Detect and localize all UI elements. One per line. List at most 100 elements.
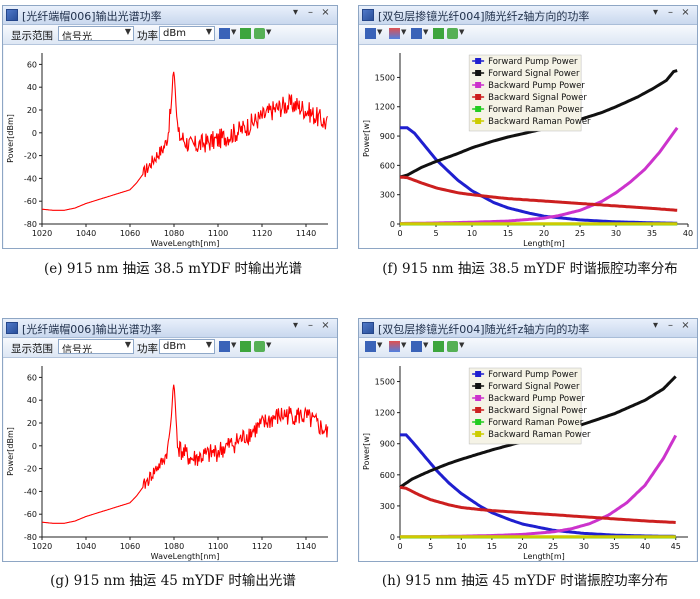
titlebar[interactable]: [双包层掺镱光纤004]随光纤z轴方向的功率 ▾ – × <box>359 6 697 25</box>
chevron-down-icon[interactable]: ▼ <box>377 341 383 349</box>
y-tick-label: 40 <box>27 83 37 92</box>
x-tick-label: 1140 <box>296 229 316 238</box>
chevron-down-icon[interactable]: ▼ <box>423 341 429 349</box>
range-select[interactable]: 信号光 ▼ <box>58 339 134 354</box>
x-axis-label: Length[m] <box>523 552 565 561</box>
y-tick-label: 20 <box>27 419 37 428</box>
titlebar[interactable]: [双包层掺镱光纤004]随光纤z轴方向的功率 ▾ – × <box>359 319 697 338</box>
save-icon[interactable] <box>219 28 230 39</box>
chevron-down-icon[interactable]: ▼ <box>401 341 407 349</box>
y-tick-label: -20 <box>24 152 37 161</box>
chevron-down-icon[interactable]: ▼ <box>459 341 465 349</box>
spectrum-line <box>41 71 329 211</box>
chevron-down-icon[interactable]: ▼ <box>266 341 272 349</box>
chevron-down-icon[interactable]: ▼ <box>401 28 407 36</box>
save-icon[interactable] <box>365 28 376 39</box>
toolbar: 显示范围 信号光 ▼ 功率 dBm ▼ ▼ ▼ <box>3 338 337 358</box>
range-label: 显示范围 <box>11 343 53 355</box>
close-button[interactable]: × <box>681 7 690 18</box>
y-tick-label: 60 <box>27 60 37 69</box>
x-tick-label: 25 <box>575 229 585 238</box>
y-tick-label: 60 <box>27 373 37 382</box>
close-button[interactable]: × <box>321 7 330 18</box>
grid-icon[interactable] <box>240 28 251 39</box>
legend-entry: Backward Raman Power <box>488 430 591 440</box>
export-icon[interactable] <box>254 341 265 352</box>
series-line <box>399 485 676 524</box>
spectrum-plot[interactable]: 1020 1040 1060 1080 1100 1120 1140 -80 -60 -40 -20… <box>4 358 336 561</box>
chevron-down-icon[interactable]: ▼ <box>459 28 465 36</box>
save-as-icon[interactable] <box>411 341 422 352</box>
x-tick-label: 1100 <box>208 542 228 551</box>
x-tick-label: 15 <box>487 542 497 551</box>
export-icon[interactable] <box>447 341 458 352</box>
power-distribution-plot[interactable]: 0 5 10 15 20 25 30 35 40 45 0 300 600 900 1200 1500 Leng… <box>360 358 696 561</box>
legend-entry: Forward Signal Power <box>488 69 580 79</box>
minimize-button[interactable]: – <box>308 320 313 331</box>
legend-entry: Forward Pump Power <box>488 57 578 67</box>
spectrum-chart: 1020 1040 1060 1080 1100 1120 1140 -80 -60 -40 -20… <box>6 53 329 248</box>
save-icon[interactable] <box>219 341 230 352</box>
legend-entry: Backward Signal Power <box>488 93 587 103</box>
x-tick-label: 1120 <box>252 229 272 238</box>
chevron-down-icon: ▼ <box>124 27 131 36</box>
legend-entry: Backward Raman Power <box>488 117 591 127</box>
power-distribution-plot[interactable]: 0 5 10 15 20 25 30 35 40 0 300 600 900 1200 1500 Length… <box>360 45 696 248</box>
legend-marker <box>475 94 482 100</box>
power-unit-select[interactable]: dBm ▼ <box>159 339 215 354</box>
titlebar[interactable]: [光纤端帽006]输出光谱功率 ▾ – × <box>3 6 337 25</box>
series-line <box>400 126 678 225</box>
x-tick-label: 5 <box>433 229 438 238</box>
pin-button[interactable]: ▾ <box>292 7 299 18</box>
chevron-down-icon[interactable]: ▼ <box>231 341 237 349</box>
range-select[interactable]: 信号光 ▼ <box>58 26 134 41</box>
pin-button[interactable]: ▾ <box>652 7 659 18</box>
legend-marker <box>475 58 482 64</box>
y-axis-label: Power[w] <box>362 120 371 157</box>
minimize-button[interactable]: – <box>668 320 673 331</box>
spectrum-chart: 1020 1040 1060 1080 1100 1120 1140 -80 -60 -40 -20… <box>6 366 329 561</box>
grid-icon[interactable] <box>240 341 251 352</box>
chevron-down-icon: ▼ <box>124 340 131 349</box>
window-title: [双包层掺镱光纤004]随光纤z轴方向的功率 <box>378 10 590 23</box>
close-button[interactable]: × <box>681 320 690 331</box>
toolbar: ▼ ▼ ▼ ▼ <box>359 25 697 45</box>
close-button[interactable]: × <box>321 320 330 331</box>
minimize-button[interactable]: – <box>668 7 673 18</box>
window-power-distribution-f: [双包层掺镱光纤004]随光纤z轴方向的功率 ▾ – × ▼ ▼ ▼ ▼ 0 5 10 1… <box>358 5 698 249</box>
power-unit-select[interactable]: dBm ▼ <box>159 26 215 41</box>
window-buttons: ▾ – × <box>648 320 693 331</box>
export-icon[interactable] <box>447 28 458 39</box>
legend: Forward Pump Power Forward Signal Power Ba… <box>468 54 591 132</box>
export-icon[interactable] <box>254 28 265 39</box>
x-tick-label: 1060 <box>120 542 140 551</box>
spectrum-line <box>41 384 329 524</box>
curve-icon[interactable] <box>389 341 400 352</box>
x-tick-label: 1020 <box>32 542 52 551</box>
save-icon[interactable] <box>365 341 376 352</box>
spectrum-plot[interactable]: 1020 1040 1060 1080 1100 1120 1140 -80 -60 -40 -20… <box>4 45 336 248</box>
chevron-down-icon[interactable]: ▼ <box>423 28 429 36</box>
pin-button[interactable]: ▾ <box>292 320 299 331</box>
chevron-down-icon[interactable]: ▼ <box>231 28 237 36</box>
y-axis-label: Power[dBm] <box>6 427 15 476</box>
grid-icon[interactable] <box>433 341 444 352</box>
titlebar[interactable]: [光纤端帽006]输出光谱功率 ▾ – × <box>3 319 337 338</box>
y-tick-label: 0 <box>32 442 37 451</box>
x-tick-label: 5 <box>428 542 433 551</box>
x-tick-label: 15 <box>503 229 513 238</box>
chevron-down-icon[interactable]: ▼ <box>266 28 272 36</box>
curve-icon[interactable] <box>389 28 400 39</box>
y-tick-label: 600 <box>380 161 395 170</box>
legend-entry: Forward Raman Power <box>488 418 584 428</box>
power-label: 功率 <box>137 30 158 42</box>
x-tick-label: 0 <box>397 229 402 238</box>
chevron-down-icon[interactable]: ▼ <box>377 28 383 36</box>
save-as-icon[interactable] <box>411 28 422 39</box>
x-tick-label: 1060 <box>120 229 140 238</box>
grid-icon[interactable] <box>433 28 444 39</box>
minimize-button[interactable]: – <box>308 7 313 18</box>
pin-button[interactable]: ▾ <box>652 320 659 331</box>
x-tick-label: 1080 <box>164 229 184 238</box>
y-tick-label: 0 <box>390 220 395 229</box>
